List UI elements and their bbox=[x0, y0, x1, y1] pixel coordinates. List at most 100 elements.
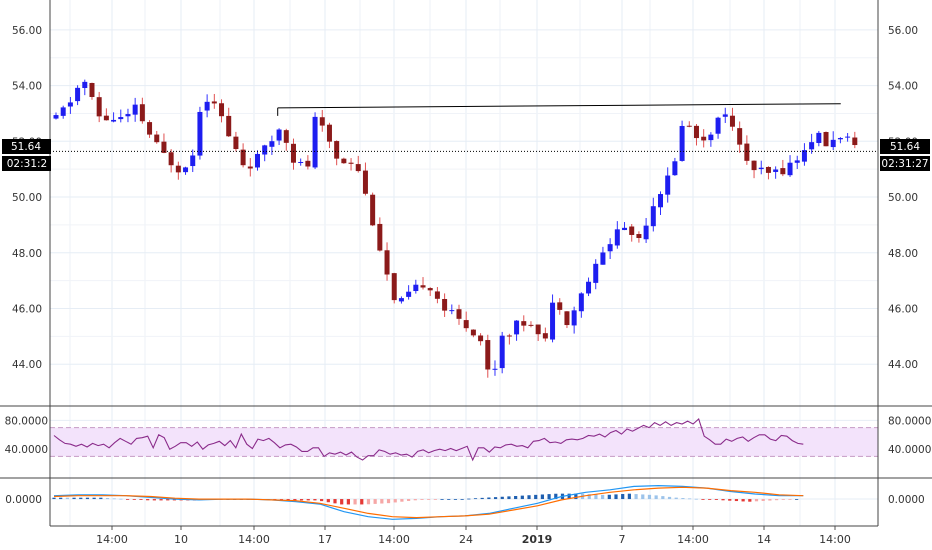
candle-body bbox=[470, 329, 476, 336]
macd-bar bbox=[139, 499, 143, 500]
candle-body bbox=[82, 81, 88, 89]
macd-line bbox=[53, 486, 804, 519]
macd-bar bbox=[641, 494, 645, 500]
candle-body bbox=[211, 101, 217, 104]
candle-body bbox=[362, 170, 368, 194]
macd-bar bbox=[493, 497, 498, 500]
x-tick-label: 14 bbox=[757, 533, 771, 546]
y-tick-label-left: 48.00 bbox=[12, 248, 42, 260]
last-price-left: 51.64 bbox=[11, 141, 41, 153]
candle-body bbox=[557, 302, 563, 310]
macd-tick-label-left: 0.0000 bbox=[5, 494, 42, 506]
candle-body bbox=[103, 115, 109, 121]
candle-body bbox=[377, 223, 383, 251]
macd-bar bbox=[795, 499, 799, 500]
macd-bar bbox=[293, 499, 297, 501]
candle-body bbox=[96, 97, 102, 117]
candle-body bbox=[197, 111, 203, 156]
macd-bar bbox=[547, 494, 551, 500]
macd-bar bbox=[112, 498, 116, 500]
candle-body bbox=[801, 150, 807, 162]
macd-bar bbox=[527, 495, 531, 500]
candle-body bbox=[290, 143, 296, 163]
candle-body bbox=[636, 234, 642, 239]
macd-bar bbox=[400, 499, 404, 502]
x-tick-label: 14:00 bbox=[238, 533, 270, 546]
y-tick-label-left: 54.00 bbox=[12, 81, 42, 93]
macd-bar bbox=[500, 496, 504, 500]
macd-bar bbox=[587, 494, 591, 500]
candle-body bbox=[715, 117, 721, 134]
oscillator-panel[interactable] bbox=[50, 418, 878, 462]
candle-body bbox=[622, 227, 628, 231]
trendline[interactable] bbox=[277, 103, 841, 109]
osc-tick-label-left: 80.0000 bbox=[5, 415, 48, 427]
macd-bar bbox=[721, 499, 725, 501]
candle-body bbox=[744, 143, 750, 161]
y-tick-label-right: 44.00 bbox=[888, 359, 918, 371]
candle-body bbox=[679, 125, 685, 161]
price-tags: 51.64 02:31:2 51.64 02:31:27 bbox=[2, 139, 930, 171]
candle-body bbox=[449, 310, 455, 312]
macd-bar bbox=[701, 499, 705, 500]
macd-bar bbox=[313, 499, 317, 501]
x-tick-label: 10 bbox=[174, 533, 188, 546]
macd-bar bbox=[420, 499, 424, 500]
macd-bar bbox=[159, 499, 163, 501]
candle-body bbox=[729, 115, 735, 127]
macd-bar bbox=[601, 494, 605, 500]
candle-body bbox=[355, 164, 361, 172]
candle-body bbox=[283, 130, 289, 143]
macd-panel[interactable] bbox=[52, 484, 804, 520]
x-tick-label: 14:00 bbox=[819, 533, 851, 546]
macd-bar bbox=[708, 499, 712, 500]
macd-bar bbox=[594, 494, 598, 500]
candle-body bbox=[514, 320, 520, 335]
candle-body bbox=[370, 194, 376, 226]
macd-bar bbox=[774, 499, 779, 501]
macd-bar bbox=[433, 499, 437, 500]
y-tick-label-right: 48.00 bbox=[888, 248, 918, 260]
candle-body bbox=[521, 321, 527, 326]
candle-body bbox=[262, 145, 268, 155]
candle-body bbox=[607, 244, 613, 252]
macd-bar bbox=[105, 498, 110, 500]
price-panel[interactable] bbox=[50, 79, 878, 378]
candle-body bbox=[765, 166, 771, 173]
y-tick-label-right: 50.00 bbox=[888, 192, 918, 204]
macd-bar bbox=[59, 497, 63, 500]
candle-body bbox=[341, 158, 347, 164]
macd-bar bbox=[607, 494, 611, 500]
candle-body bbox=[506, 335, 512, 337]
macd-bar bbox=[480, 497, 484, 500]
candle-body bbox=[737, 128, 743, 145]
macd-bar bbox=[299, 499, 304, 501]
macd-tick-label-right: 0.0000 bbox=[888, 494, 925, 506]
candles bbox=[53, 79, 858, 378]
macd-bar bbox=[447, 499, 451, 500]
macd-bar bbox=[554, 493, 558, 500]
macd-bar bbox=[661, 496, 665, 500]
candle-body bbox=[564, 311, 570, 326]
candle-body bbox=[111, 119, 117, 122]
candle-body bbox=[190, 155, 196, 167]
candle-body bbox=[75, 87, 81, 102]
candle-body bbox=[708, 134, 714, 141]
macd-bar bbox=[534, 494, 538, 500]
macd-bar bbox=[714, 499, 718, 500]
macd-bar bbox=[386, 499, 391, 504]
macd-bar bbox=[52, 497, 56, 500]
candle-body bbox=[758, 167, 764, 170]
y-tick-label-left: 50.00 bbox=[12, 192, 42, 204]
axes bbox=[0, 0, 932, 530]
candle-body bbox=[816, 132, 822, 143]
candle-body bbox=[255, 153, 260, 168]
y-tick-label-left: 46.00 bbox=[12, 303, 42, 315]
macd-bar bbox=[507, 496, 511, 500]
macd-bar bbox=[360, 499, 364, 505]
macd-bar bbox=[427, 499, 431, 500]
osc-tick-label-right: 80.0000 bbox=[888, 415, 931, 427]
candle-body bbox=[578, 293, 584, 312]
candle-body bbox=[298, 161, 304, 163]
